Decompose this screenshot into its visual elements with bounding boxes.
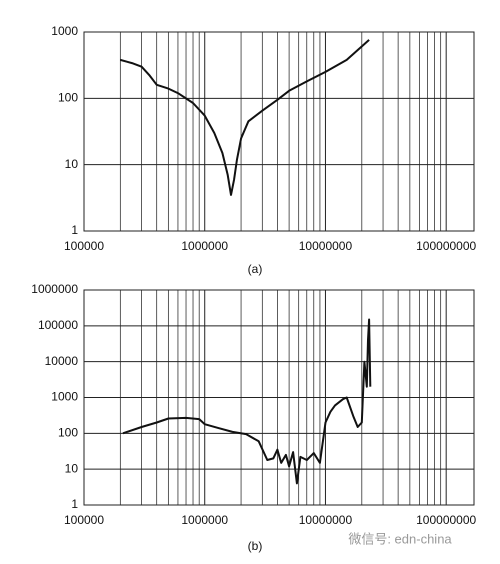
y-tick-label: 100 bbox=[58, 426, 78, 440]
x-tick-label: 100000000 bbox=[416, 513, 476, 527]
y-tick-label: 1000 bbox=[51, 24, 78, 38]
y-tick-label: 1 bbox=[71, 223, 78, 237]
plot-frame bbox=[83, 289, 475, 506]
y-tick-label: 100 bbox=[58, 91, 78, 105]
plot-frame bbox=[83, 31, 475, 232]
x-tick-label: 1000000 bbox=[181, 239, 228, 253]
caption: (a) bbox=[248, 262, 263, 276]
y-tick-label: 10 bbox=[65, 157, 79, 171]
x-tick-label: 10000000 bbox=[299, 239, 353, 253]
y-tick-label: 10 bbox=[65, 461, 79, 475]
x-tick-label: 1000000 bbox=[181, 513, 228, 527]
watermark: 微信号: edn-china bbox=[348, 531, 452, 546]
y-tick-label: 10000 bbox=[45, 354, 79, 368]
data-line bbox=[122, 318, 372, 485]
caption: (b) bbox=[248, 539, 263, 553]
data-line bbox=[120, 39, 370, 196]
x-tick-label: 100000000 bbox=[416, 239, 476, 253]
x-tick-label: 100000 bbox=[64, 239, 104, 253]
y-tick-label: 1 bbox=[71, 497, 78, 511]
x-tick-label: 10000000 bbox=[299, 513, 353, 527]
y-tick-label: 1000000 bbox=[31, 282, 78, 296]
y-tick-label: 100000 bbox=[38, 318, 78, 332]
charts: 100000 1000000 10000000 100000000 1 10 100 1000… bbox=[31, 24, 476, 553]
y-tick-label: 1000 bbox=[51, 390, 78, 404]
x-tick-label: 100000 bbox=[64, 513, 104, 527]
